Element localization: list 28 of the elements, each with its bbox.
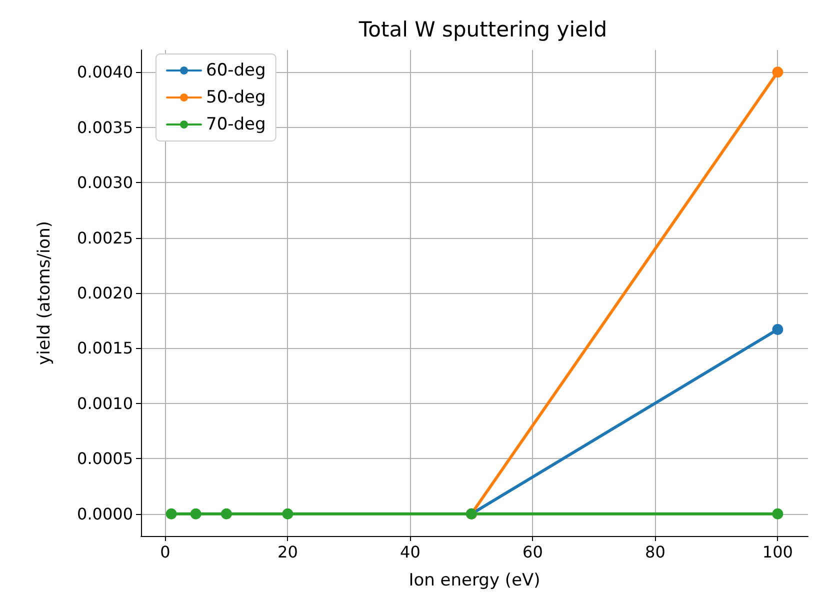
x-tick-label: 20 [278, 542, 298, 562]
chart-title: Total W sputtering yield [358, 18, 608, 42]
y-tick-label: 0.0010 [77, 394, 133, 413]
x-tick-label: 80 [645, 542, 666, 562]
y-tick-label: 0.0020 [77, 284, 133, 302]
point [190, 508, 202, 520]
point [220, 508, 232, 520]
x-tick-label: 60 [522, 542, 543, 562]
legend-label: 50-deg [206, 88, 266, 108]
y-axis-title: yield (atoms/ion) [34, 221, 54, 365]
legend-label: 70-deg [206, 114, 266, 134]
point [282, 508, 294, 520]
point [772, 66, 784, 78]
x-tick-label: 40 [400, 542, 420, 562]
y-tick-label: 0.0000 [77, 504, 133, 524]
y-tick-label: 0.0015 [77, 338, 133, 358]
y-tick-label: 0.0030 [77, 173, 133, 192]
x-axis-title: Ion energy (eV) [408, 570, 540, 590]
point [166, 508, 177, 520]
y-tick-label: 0.0040 [77, 62, 133, 82]
legend-label: 60-deg [206, 60, 266, 80]
x-tick-label: 100 [762, 542, 793, 562]
y-tick-label: 0.0025 [77, 228, 133, 248]
y-tick-label: 0.0035 [77, 118, 133, 137]
point [772, 508, 784, 520]
y-tick-label: 0.0005 [77, 449, 133, 468]
x-tick-label: 0 [160, 542, 170, 562]
point [772, 324, 784, 335]
